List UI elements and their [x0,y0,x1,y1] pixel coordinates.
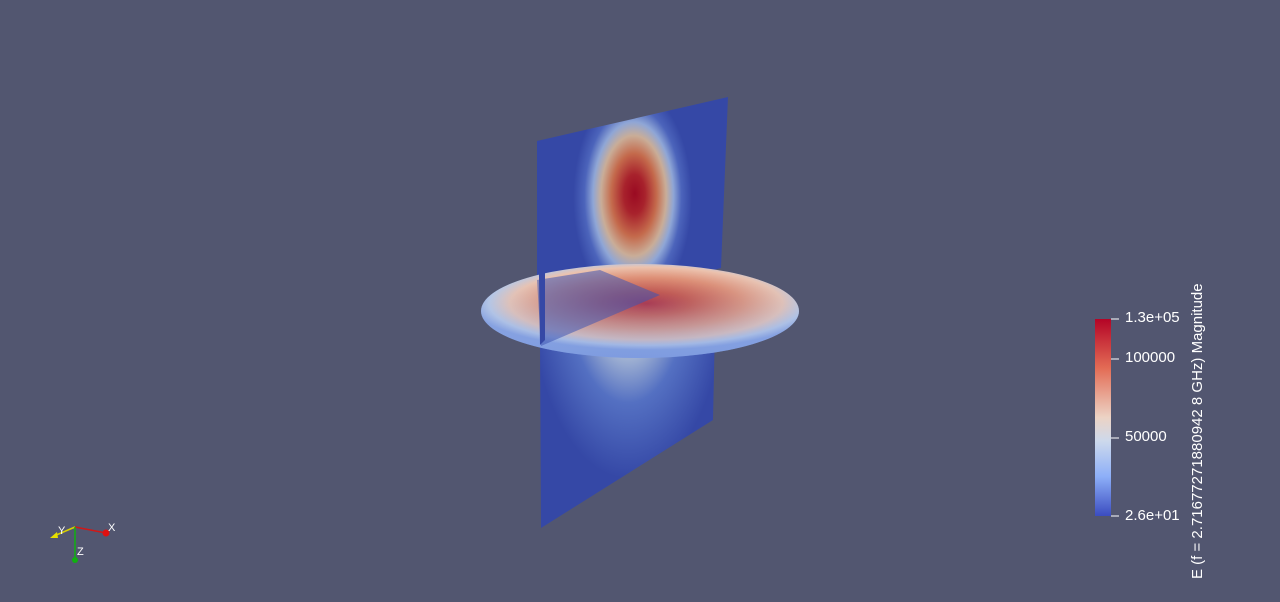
axis-z-label: Z [77,546,84,558]
colorbar-gradient [1095,319,1111,516]
colorbar-tick-50000: 50000 [1125,428,1167,445]
orientation-axes [50,526,110,563]
colorbar-title: E (f = 2.71677271880942 8 GHz) Magnitude [1189,283,1206,579]
axis-x-label: X [108,522,116,534]
x-axis-line [74,526,107,534]
colorbar [1095,318,1119,517]
vertical-slice-plane-front [537,140,660,346]
colorbar-tick-100000: 100000 [1125,349,1176,366]
axis-y-label: Y [58,525,66,537]
colorbar-tick-max: 1.3e+05 [1125,309,1180,326]
colorbar-tick-min: 2.6e+01 [1125,507,1180,524]
y-axis-line [53,526,76,537]
